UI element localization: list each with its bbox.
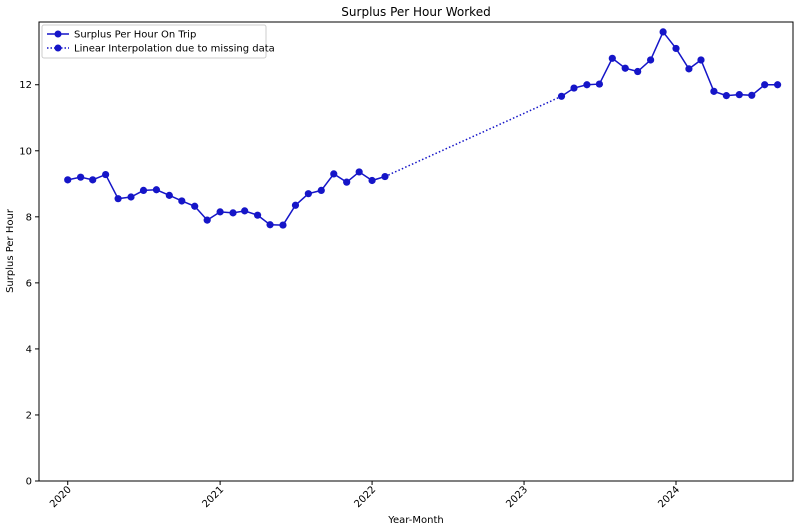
data-point	[774, 81, 782, 89]
data-point	[165, 191, 173, 199]
data-point	[761, 81, 769, 89]
data-point	[595, 80, 604, 88]
legend-label-trip: Surplus Per Hour On Trip	[74, 30, 196, 41]
data-point	[77, 173, 85, 181]
data-point	[570, 84, 578, 92]
data-point	[266, 221, 274, 229]
data-point	[381, 172, 389, 181]
y-tick-label: 10	[19, 146, 32, 157]
y-tick-label: 8	[26, 212, 32, 223]
y-tick-label: 4	[26, 344, 32, 355]
data-point	[304, 190, 312, 198]
chart-title: Surplus Per Hour Worked	[341, 5, 490, 19]
data-point	[343, 178, 351, 186]
data-point	[330, 170, 338, 178]
data-point	[253, 211, 262, 219]
data-point	[647, 56, 655, 64]
data-point	[152, 186, 161, 194]
series-layer	[64, 28, 782, 229]
data-point	[583, 81, 591, 89]
legend-label-interpolation: Linear Interpolation due to missing data	[74, 44, 275, 55]
data-point	[127, 193, 135, 201]
data-point	[685, 65, 693, 73]
data-point	[735, 91, 743, 99]
data-point	[89, 176, 97, 184]
data-point	[216, 208, 224, 216]
data-point	[748, 91, 756, 99]
x-tick-label: 2023	[504, 484, 530, 510]
x-tick-label: 2022	[352, 484, 378, 510]
x-axis-title: Year-Month	[387, 515, 443, 526]
data-point	[355, 168, 363, 176]
data-point	[621, 64, 629, 72]
data-point	[722, 92, 730, 100]
y-tick-label: 2	[26, 410, 32, 421]
y-tick-label: 6	[26, 278, 32, 289]
plot-area	[38, 21, 794, 482]
data-point	[710, 87, 718, 95]
legend-marker-dotted	[54, 44, 62, 52]
data-point	[102, 170, 110, 179]
data-point	[279, 221, 287, 229]
data-point	[139, 186, 148, 195]
y-tick-label: 12	[19, 80, 32, 91]
data-point	[203, 216, 211, 224]
data-point	[114, 195, 122, 203]
x-tick-label: 2020	[48, 484, 74, 510]
interpolation-line	[384, 95, 562, 178]
data-point	[178, 197, 186, 205]
data-point	[229, 209, 237, 217]
legend-box	[41, 24, 267, 59]
data-point	[672, 44, 680, 53]
data-point	[317, 186, 325, 195]
y-tick-label: 0	[26, 477, 32, 488]
data-point	[368, 176, 376, 185]
data-point	[64, 176, 72, 184]
x-tick-label: 2021	[200, 484, 226, 510]
data-point	[659, 28, 667, 36]
data-point	[241, 207, 249, 215]
y-axis: 0 2 4 6 8 10 12	[19, 80, 39, 488]
legend-marker-solid	[54, 30, 62, 38]
data-point	[557, 92, 566, 100]
data-point	[608, 54, 616, 62]
legend: Surplus Per Hour On Trip Linear Interpol…	[41, 24, 275, 59]
data-point	[191, 202, 199, 210]
y-axis-title: Surplus Per Hour	[5, 208, 16, 293]
data-point	[291, 201, 300, 209]
x-axis: 2020 2021 2022 2023 2024	[48, 481, 682, 510]
data-point	[697, 56, 705, 64]
data-point	[634, 67, 642, 76]
x-tick-label: 2024	[656, 484, 682, 510]
